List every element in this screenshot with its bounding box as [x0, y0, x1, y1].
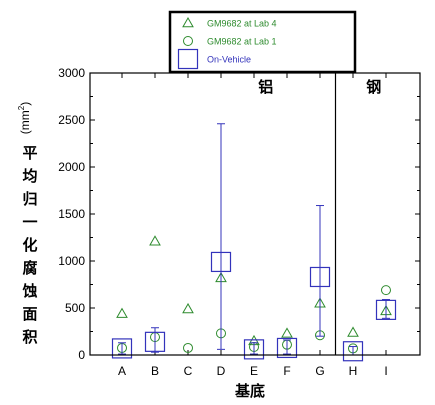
series-2	[111, 123, 397, 362]
data-point	[116, 307, 128, 318]
data-point	[309, 266, 331, 288]
y-axis-label-char: 蚀	[21, 282, 37, 300]
data-point	[144, 331, 166, 352]
x-tick-label: B	[151, 364, 159, 378]
x-tick-label: C	[184, 364, 193, 378]
y-axis-label-char: 归	[22, 190, 37, 208]
y-tick-label: 2000	[58, 160, 85, 174]
data-point	[111, 338, 133, 359]
y-tick-label: 1500	[58, 207, 85, 221]
x-tick-label: H	[349, 364, 358, 378]
data-point	[183, 342, 193, 353]
data-point	[182, 302, 194, 314]
y-tick-label: 1000	[58, 254, 85, 268]
x-tick-label: D	[217, 364, 226, 378]
region-label: 钢	[366, 78, 381, 96]
axes-frame	[89, 72, 421, 356]
legend-box	[168, 10, 357, 74]
data-point	[149, 235, 161, 246]
data-point	[276, 337, 298, 359]
plot-area: 0 500 1000 1500 2000 2500 3000 A B C D E F G H I 铝 钢	[58, 66, 421, 378]
data-point	[243, 339, 265, 360]
legend-label: On-Vehicle	[207, 55, 251, 65]
y-axis-label-char: 均	[22, 167, 37, 185]
legend-marker	[182, 16, 194, 28]
legend-marker	[177, 48, 199, 70]
data-point	[342, 341, 364, 362]
y-tick-label: 0	[78, 348, 85, 362]
legend-label: GM9682 at Lab 4	[207, 19, 277, 29]
y-tick-label: 500	[65, 301, 85, 315]
y-axis-label-char: 平	[22, 144, 37, 162]
y-axis-unit: (mm2)	[17, 102, 32, 134]
x-tick-label: G	[315, 364, 324, 378]
data-point	[281, 327, 293, 338]
legend-item: GM9682 at Lab 1	[183, 36, 277, 47]
x-tick-label: A	[118, 364, 126, 378]
x-tick-label: I	[384, 364, 387, 378]
y-axis-label-char: 面	[22, 305, 37, 323]
region-label: 铝	[258, 78, 273, 96]
y-tick-label: 2500	[58, 113, 85, 127]
x-axis-label: 基底	[234, 382, 265, 400]
legend-marker	[183, 36, 193, 46]
legend-item: On-Vehicle	[177, 48, 251, 70]
legend: GM9682 at Lab 4 GM9682 at Lab 1 On-Vehicle	[168, 10, 357, 74]
x-tick-label: E	[250, 364, 258, 378]
data-point	[347, 326, 359, 337]
legend-label: GM9682 at Lab 1	[207, 37, 277, 47]
y-axis-label-char: 一	[22, 213, 37, 231]
legend-item: GM9682 at Lab 4	[182, 16, 277, 29]
series-0	[116, 235, 392, 346]
y-axis-label-char: 化	[22, 236, 37, 254]
x-tick-label: F	[283, 364, 290, 378]
y-axis-label-char: 积	[22, 328, 37, 346]
y-tick-label: 3000	[58, 66, 85, 80]
data-point	[375, 299, 397, 320]
data-point	[210, 251, 232, 273]
y-axis-label-char: 腐	[22, 259, 37, 277]
data-point	[381, 285, 391, 296]
